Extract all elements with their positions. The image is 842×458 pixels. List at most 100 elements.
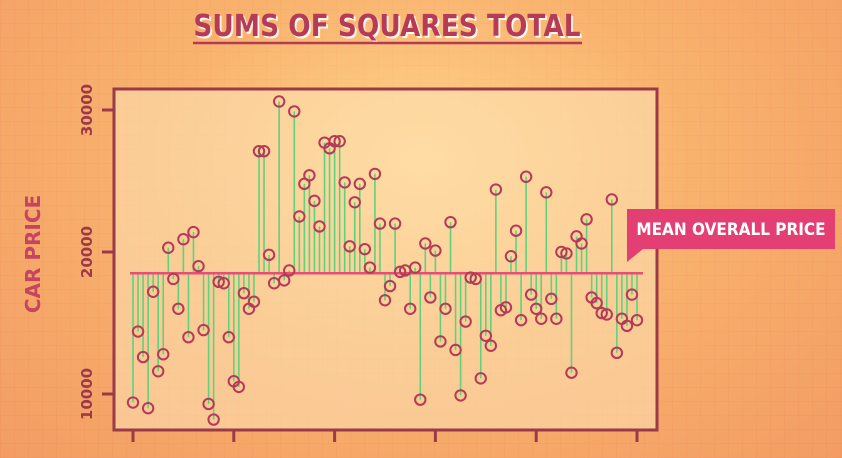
data-point xyxy=(454,389,467,402)
data-point xyxy=(509,224,523,237)
data-point xyxy=(469,272,482,286)
data-point xyxy=(595,306,608,320)
data-point xyxy=(363,261,377,274)
data-point xyxy=(368,167,382,181)
residual-stems xyxy=(132,101,638,420)
data-point xyxy=(590,296,603,310)
data-point xyxy=(535,312,548,325)
data-point xyxy=(146,285,160,298)
data-point xyxy=(600,308,613,321)
data-point xyxy=(283,264,296,277)
data-point xyxy=(519,170,533,183)
data-point xyxy=(162,241,175,254)
mean-label-callout: MEAN OVERALL PRICE xyxy=(627,209,835,262)
data-point xyxy=(237,286,251,300)
data-point xyxy=(575,237,588,250)
data-point xyxy=(303,169,316,182)
mean-label-text: MEAN OVERALL PRICE xyxy=(636,219,825,239)
data-point xyxy=(540,186,553,199)
y-axis-label: CAR PRICE xyxy=(21,195,45,313)
data-point xyxy=(414,393,427,406)
data-point xyxy=(272,95,286,108)
data-point xyxy=(247,295,261,308)
data-point xyxy=(444,215,457,229)
data-point xyxy=(157,348,170,361)
data-point xyxy=(489,183,503,196)
y-tick-label: 30000 xyxy=(78,84,96,136)
data-point xyxy=(610,346,624,360)
data-points xyxy=(126,95,644,426)
data-point xyxy=(338,176,351,189)
data-point xyxy=(545,292,558,306)
data-point xyxy=(464,271,477,284)
data-point xyxy=(348,196,361,209)
data-point xyxy=(152,365,165,378)
data-point xyxy=(388,217,402,230)
data-point xyxy=(177,233,190,246)
data-point xyxy=(434,335,447,348)
data-point xyxy=(484,339,498,352)
data-point xyxy=(419,237,432,250)
data-point xyxy=(187,225,200,239)
data-point xyxy=(232,380,246,394)
data-point xyxy=(288,105,301,118)
data-point xyxy=(167,272,180,286)
data-point xyxy=(459,315,472,328)
data-point xyxy=(328,135,341,148)
data-point xyxy=(499,301,513,314)
data-point xyxy=(530,302,543,315)
data-point xyxy=(262,248,276,262)
plot-area xyxy=(112,87,659,432)
data-point xyxy=(404,302,417,315)
data-point xyxy=(313,220,326,233)
data-point xyxy=(474,372,487,385)
data-point xyxy=(136,350,150,364)
data-point xyxy=(373,217,387,230)
data-point xyxy=(429,244,442,257)
data-point xyxy=(212,275,225,289)
data-point xyxy=(222,331,235,344)
y-ticks: 10000 20000 30000 xyxy=(78,84,114,420)
mean-label-pointer xyxy=(627,245,648,262)
data-point xyxy=(524,288,538,301)
data-point xyxy=(257,144,271,158)
data-point xyxy=(278,274,291,287)
data-point xyxy=(504,250,518,263)
data-point xyxy=(580,213,593,226)
data-point xyxy=(197,323,210,337)
data-point xyxy=(560,247,573,260)
data-point xyxy=(479,329,492,342)
y-tick-label: 20000 xyxy=(78,226,96,278)
data-point xyxy=(620,319,634,333)
data-point xyxy=(131,325,145,338)
data-point xyxy=(207,413,220,426)
mean-label-box xyxy=(627,209,835,249)
data-point xyxy=(514,313,528,327)
data-point xyxy=(172,302,185,315)
x-ticks xyxy=(131,430,639,442)
data-point xyxy=(308,194,321,208)
data-point xyxy=(192,260,205,273)
data-point xyxy=(565,366,578,379)
data-point xyxy=(293,210,306,223)
data-point xyxy=(378,294,392,307)
data-point xyxy=(555,245,568,259)
data-point xyxy=(343,240,356,253)
data-point xyxy=(630,313,644,327)
data-point xyxy=(383,279,397,293)
data-point xyxy=(333,135,346,148)
data-point xyxy=(424,291,437,304)
data-point xyxy=(252,144,266,158)
data-point xyxy=(625,288,639,301)
data-point xyxy=(217,277,230,290)
data-point xyxy=(439,302,452,315)
data-point xyxy=(605,193,618,206)
data-point xyxy=(126,396,140,409)
data-point xyxy=(182,331,195,344)
data-point xyxy=(550,312,563,325)
data-point xyxy=(202,397,215,411)
data-point xyxy=(449,343,462,357)
data-point xyxy=(358,242,372,256)
chart-title: SUMS OF SQUARES TOTAL xyxy=(193,8,580,43)
